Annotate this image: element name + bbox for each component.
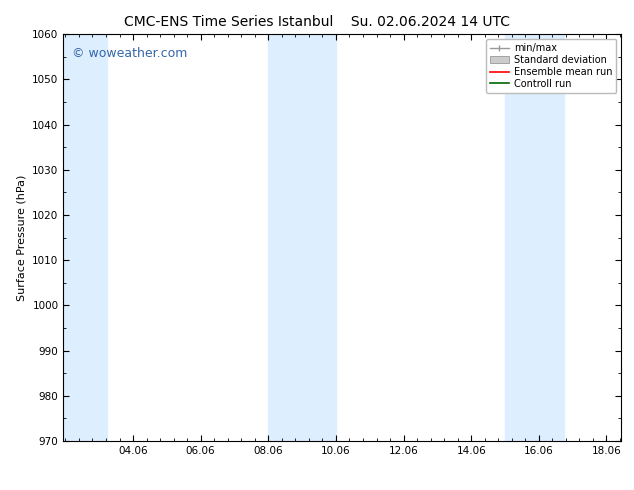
Bar (268, 34, 336, 441)
Legend: min/max, Standard deviation, Ensemble mean run, Controll run: min/max, Standard deviation, Ensemble me… (486, 39, 616, 93)
Text: © woweather.com: © woweather.com (72, 47, 187, 59)
Text: CMC-ENS Time Series Istanbul    Su. 02.06.2024 14 UTC: CMC-ENS Time Series Istanbul Su. 02.06.2… (124, 15, 510, 29)
Y-axis label: Surface Pressure (hPa): Surface Pressure (hPa) (16, 174, 27, 301)
Bar (63, 34, 107, 441)
Bar (505, 34, 564, 441)
